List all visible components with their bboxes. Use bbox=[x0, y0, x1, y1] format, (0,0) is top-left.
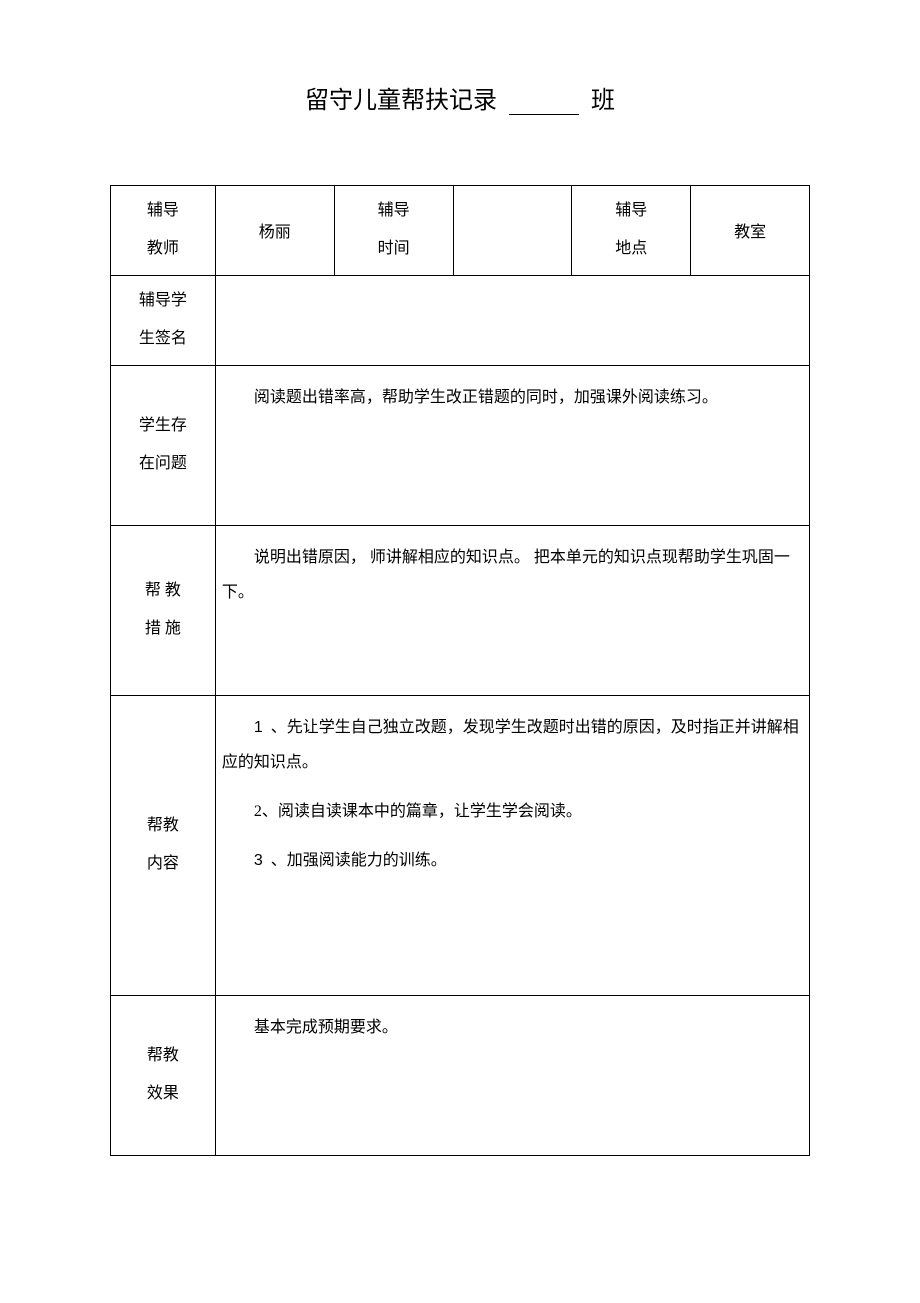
label-tutor-teacher: 辅导 教师 bbox=[111, 186, 216, 276]
value-tutor-place: 教室 bbox=[691, 186, 810, 276]
value-content: 1 、先让学生自己独立改题，发现学生改题时出错的原因，及时指正并讲解相应的知识点… bbox=[215, 695, 809, 995]
title-underline bbox=[509, 114, 579, 115]
table-row-measure: 帮 教 措 施 说明出错原因， 师讲解相应的知识点。 把本单元的知识点现帮助学生… bbox=[111, 525, 810, 695]
label-measure: 帮 教 措 施 bbox=[111, 525, 216, 695]
value-teacher-name: 杨丽 bbox=[215, 186, 334, 276]
label-measure-l2: 措 施 bbox=[145, 620, 181, 637]
content-item-2: 2、阅读自读课本中的篇章，让学生学会阅读。 bbox=[222, 794, 799, 829]
table-row-content: 帮教 内容 1 、先让学生自己独立改题，发现学生改题时出错的原因，及时指正并讲解… bbox=[111, 695, 810, 995]
value-problem: 阅读题出错率高，帮助学生改正错题的同时，加强课外阅读练习。 bbox=[215, 365, 809, 525]
value-student-sign bbox=[215, 275, 809, 365]
measure-text: 说明出错原因， 师讲解相应的知识点。 把本单元的知识点现帮助学生巩固一下。 bbox=[222, 549, 790, 601]
content-item2-text: 2、阅读自读课本中的篇章，让学生学会阅读。 bbox=[254, 803, 582, 820]
page-title-row: 留守儿童帮扶记录 班 bbox=[110, 80, 810, 115]
document-page: 留守儿童帮扶记录 班 辅导 教师 杨丽 辅导 时间 辅导 地 bbox=[0, 0, 920, 1196]
label-effect: 帮教 效果 bbox=[111, 995, 216, 1155]
label-tutor-teacher-l2: 教师 bbox=[147, 240, 179, 257]
page-title-suffix: 班 bbox=[591, 88, 615, 114]
table-row-effect: 帮教 效果 基本完成预期要求。 bbox=[111, 995, 810, 1155]
content-item-3: 3 、加强阅读能力的训练。 bbox=[222, 843, 799, 878]
label-problem-l1: 学生存 bbox=[139, 417, 187, 434]
content-item1-num: 1 bbox=[254, 719, 263, 736]
label-problem-l2: 在问题 bbox=[139, 455, 187, 472]
value-effect: 基本完成预期要求。 bbox=[215, 995, 809, 1155]
table-row-student-sign: 辅导学 生签名 bbox=[111, 275, 810, 365]
label-content-l1: 帮教 bbox=[147, 817, 179, 834]
label-problem: 学生存 在问题 bbox=[111, 365, 216, 525]
label-content: 帮教 内容 bbox=[111, 695, 216, 995]
page-title-prefix: 留守儿童帮扶记录 bbox=[305, 88, 497, 114]
label-student-sign: 辅导学 生签名 bbox=[111, 275, 216, 365]
label-tutor-place: 辅导 地点 bbox=[572, 186, 691, 276]
label-content-l2: 内容 bbox=[147, 855, 179, 872]
value-measure: 说明出错原因， 师讲解相应的知识点。 把本单元的知识点现帮助学生巩固一下。 bbox=[215, 525, 809, 695]
problem-text: 阅读题出错率高，帮助学生改正错题的同时，加强课外阅读练习。 bbox=[254, 389, 718, 406]
table-row-teacher: 辅导 教师 杨丽 辅导 时间 辅导 地点 教室 bbox=[111, 186, 810, 276]
label-tutor-place-l1: 辅导 bbox=[615, 202, 647, 219]
label-tutor-time-l2: 时间 bbox=[378, 240, 410, 257]
label-student-sign-l2: 生签名 bbox=[139, 330, 187, 347]
label-tutor-place-l2: 地点 bbox=[615, 240, 647, 257]
label-effect-l2: 效果 bbox=[147, 1085, 179, 1102]
label-student-sign-l1: 辅导学 bbox=[139, 292, 187, 309]
content-item1-text: 、先让学生自己独立改题，发现学生改题时出错的原因，及时指正并讲解相应的知识点。 bbox=[222, 719, 799, 771]
label-effect-l1: 帮教 bbox=[147, 1047, 179, 1064]
value-tutor-time bbox=[453, 186, 572, 276]
label-tutor-time: 辅导 时间 bbox=[334, 186, 453, 276]
content-item3-num: 3 bbox=[254, 852, 263, 869]
record-table: 辅导 教师 杨丽 辅导 时间 辅导 地点 教室 辅导学 生签名 bbox=[110, 185, 810, 1156]
effect-text: 基本完成预期要求。 bbox=[254, 1019, 398, 1036]
table-row-problem: 学生存 在问题 阅读题出错率高，帮助学生改正错题的同时，加强课外阅读练习。 bbox=[111, 365, 810, 525]
content-item3-text: 、加强阅读能力的训练。 bbox=[271, 852, 447, 869]
label-tutor-teacher-l1: 辅导 bbox=[147, 202, 179, 219]
label-tutor-time-l1: 辅导 bbox=[378, 202, 410, 219]
label-measure-l1: 帮 教 bbox=[145, 582, 181, 599]
content-item-1: 1 、先让学生自己独立改题，发现学生改题时出错的原因，及时指正并讲解相应的知识点… bbox=[222, 710, 799, 780]
